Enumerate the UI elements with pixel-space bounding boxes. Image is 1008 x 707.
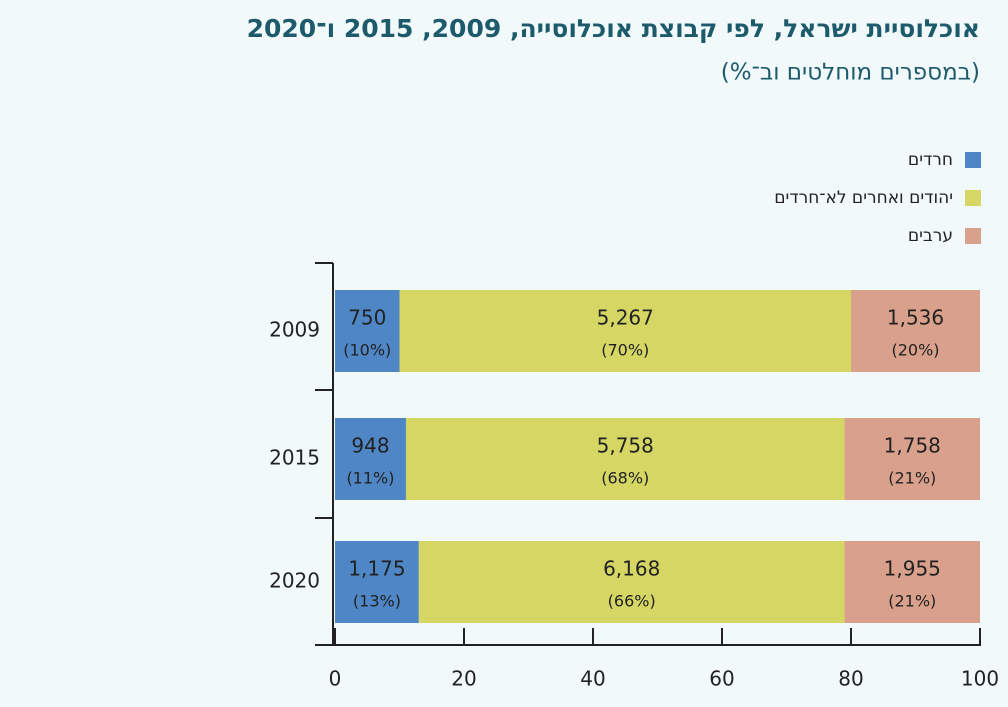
count-label: 1,175 bbox=[348, 557, 405, 581]
legend-swatch bbox=[965, 228, 981, 244]
legend-label: חרדים bbox=[908, 150, 953, 170]
y-tick-label: 2015 bbox=[269, 446, 320, 470]
value-label: (10%) bbox=[343, 341, 391, 360]
value-label: (21%) bbox=[888, 469, 936, 488]
legend-label: ערבים bbox=[908, 226, 953, 246]
count-label: 948 bbox=[351, 434, 389, 458]
x-tick-label: 20 bbox=[451, 667, 476, 691]
bar-segment bbox=[335, 290, 400, 372]
bar-segment bbox=[399, 290, 851, 372]
count-label: 1,955 bbox=[884, 557, 941, 581]
x-tick-label: 40 bbox=[580, 667, 605, 691]
legend-label: יהודים ואחרים לא־חרדים bbox=[774, 188, 953, 208]
chart-subtitle: (במספרים מוחלטים וב־%) bbox=[721, 60, 980, 86]
bar-segment bbox=[851, 290, 980, 372]
count-label: 1,536 bbox=[887, 306, 944, 330]
bar-segment bbox=[335, 541, 419, 623]
bar-segment bbox=[418, 541, 845, 623]
count-label: 750 bbox=[348, 306, 386, 330]
value-label: (70%) bbox=[601, 341, 649, 360]
value-label: (68%) bbox=[601, 469, 649, 488]
bar-segment bbox=[844, 541, 980, 623]
count-label: 1,758 bbox=[884, 434, 941, 458]
legend-swatch bbox=[965, 152, 981, 168]
bar-segment bbox=[335, 418, 406, 500]
chart-title: אוכלוסיית ישראל, לפי קבוצת אוכלוסייה, 20… bbox=[247, 14, 980, 43]
value-label: (20%) bbox=[891, 341, 939, 360]
bar-segment bbox=[405, 418, 845, 500]
count-label: 6,168 bbox=[603, 557, 660, 581]
y-tick-label: 2009 bbox=[269, 318, 320, 342]
x-tick-label: 80 bbox=[838, 667, 863, 691]
y-tick-label: 2020 bbox=[269, 569, 320, 593]
x-tick-label: 100 bbox=[961, 667, 999, 691]
value-label: (11%) bbox=[346, 469, 394, 488]
value-label: (66%) bbox=[608, 592, 656, 611]
legend-swatch bbox=[965, 190, 981, 206]
value-label: (13%) bbox=[353, 592, 401, 611]
count-label: 5,267 bbox=[597, 306, 654, 330]
x-tick-label: 0 bbox=[329, 667, 342, 691]
bar-segment bbox=[844, 418, 980, 500]
value-label: (21%) bbox=[888, 592, 936, 611]
x-tick-label: 60 bbox=[709, 667, 734, 691]
count-label: 5,758 bbox=[597, 434, 654, 458]
